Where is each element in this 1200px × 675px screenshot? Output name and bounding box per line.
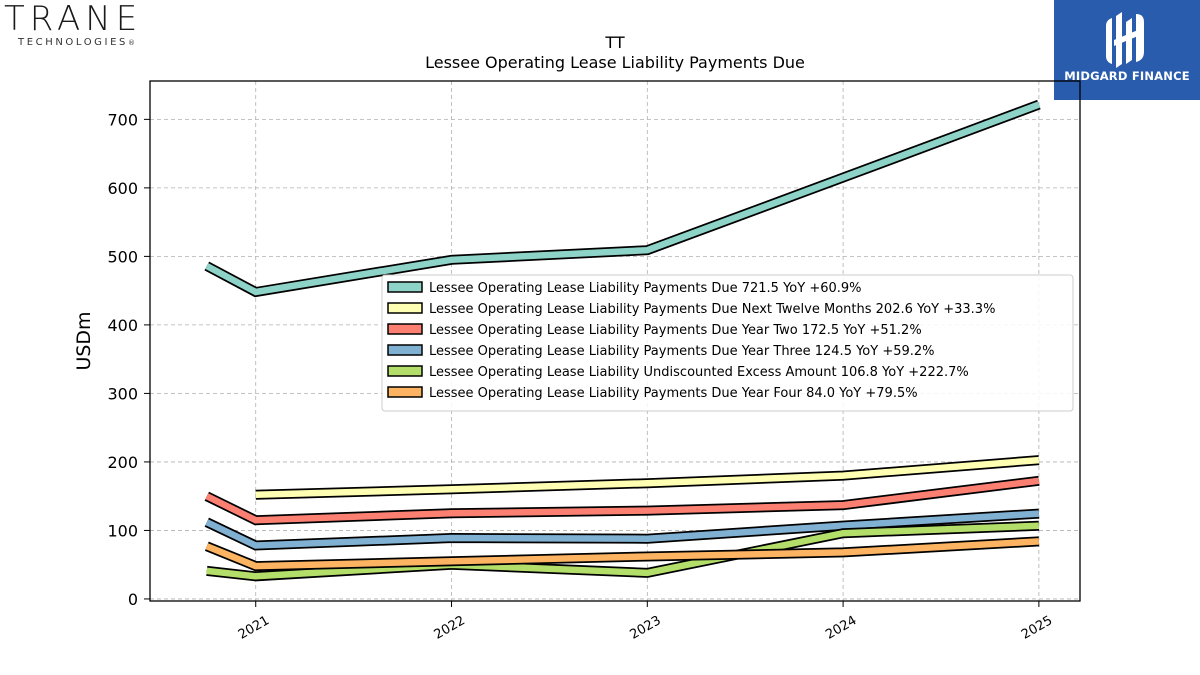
x-tick-label: 2024: [823, 613, 859, 643]
legend-entry: Lessee Operating Lease Liability Payment…: [429, 302, 995, 317]
y-tick-label: 400: [107, 316, 138, 335]
series-line: [205, 101, 1041, 296]
legend: Lessee Operating Lease Liability Payment…: [381, 274, 1074, 412]
chart-subtitle: Lessee Operating Lease Liability Payment…: [425, 53, 805, 72]
series-line: [206, 522, 1040, 580]
chart-title: TT: [604, 33, 624, 52]
y-tick-label: 100: [107, 521, 138, 540]
legend-entry: Lessee Operating Lease Liability Payment…: [429, 386, 918, 401]
legend-swatch: [387, 386, 423, 398]
y-tick-label: 0: [128, 590, 138, 609]
legend-entry: Lessee Operating Lease Liability Undisco…: [429, 365, 969, 380]
trane-technologies-logo: TRANE TECHNOLOGIES®: [0, 0, 170, 60]
x-tick-label: 2022: [432, 613, 468, 643]
legend-swatch: [387, 365, 423, 377]
registered-mark: ®: [127, 39, 135, 47]
legend-swatch: [387, 302, 423, 314]
y-tick-label: 700: [107, 110, 138, 129]
series-line: [205, 538, 1040, 570]
x-tick-label: 2025: [1019, 613, 1055, 643]
x-tick-label: 2021: [236, 613, 272, 643]
series-line: [205, 477, 1040, 524]
legend-box: [381, 274, 1074, 412]
legend-swatch: [387, 323, 423, 335]
series-line-outline: [204, 99, 1041, 298]
y-tick-label: 600: [107, 179, 138, 198]
x-tick-label: 2023: [627, 613, 663, 643]
brand-word: TRANE: [4, 0, 143, 39]
legend-entry: Lessee Operating Lease Liability Payment…: [429, 281, 862, 296]
legend-entry: Lessee Operating Lease Liability Payment…: [429, 344, 935, 359]
legend-swatch: [387, 281, 423, 293]
series-line: [205, 510, 1040, 549]
midgard-emblem-icon: [1106, 12, 1144, 68]
y-tick-label: 300: [107, 384, 138, 403]
series-line: [255, 456, 1040, 499]
midgard-finance-logo: MIDGARD FINANCE: [1054, 0, 1200, 100]
y-axis-label: USDm: [73, 311, 95, 370]
series-lines: [204, 99, 1041, 582]
y-tick-label: 500: [107, 247, 138, 266]
legend-swatch: [387, 344, 423, 356]
y-tick-label: 200: [107, 453, 138, 472]
legend-entry: Lessee Operating Lease Liability Payment…: [429, 323, 922, 338]
brand-subtitle: TECHNOLOGIES®: [18, 37, 135, 48]
plot-frame: [149, 80, 1081, 602]
partner-name: MIDGARD FINANCE: [1064, 69, 1190, 83]
